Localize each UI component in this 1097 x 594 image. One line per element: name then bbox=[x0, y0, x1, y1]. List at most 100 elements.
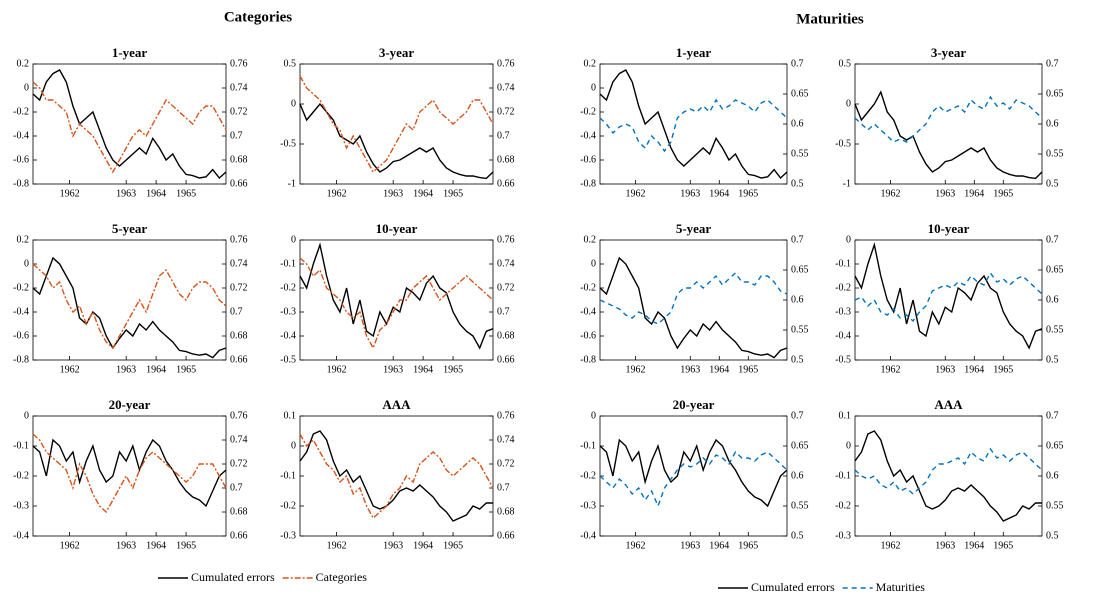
y2-tick-label: 0.7 bbox=[230, 130, 243, 141]
y-tick-label: -1 bbox=[843, 178, 851, 189]
plot-frame bbox=[299, 415, 494, 537]
y2-tick-label: 0.6 bbox=[1046, 294, 1059, 305]
x-tick-label: 1963 bbox=[935, 188, 955, 199]
x-tick-label: 1962 bbox=[60, 188, 80, 199]
y-tick-label: -0.2 bbox=[280, 282, 296, 293]
y2-tick-label: 0.5 bbox=[1046, 354, 1059, 365]
plot-frame bbox=[854, 415, 1043, 537]
legend-label: Maturities bbox=[876, 580, 926, 594]
series-line bbox=[854, 95, 1043, 143]
y-tick-label: -0.6 bbox=[580, 154, 596, 165]
x-tick-label: 1962 bbox=[880, 364, 900, 375]
y2-tick-label: 0.72 bbox=[497, 106, 515, 117]
y2-tick-label: 0.68 bbox=[497, 154, 515, 165]
x-tick-label: 1965 bbox=[993, 364, 1013, 375]
y-tick-label: -0.2 bbox=[580, 282, 596, 293]
y-tick-label: -0.1 bbox=[280, 470, 296, 481]
x-tick-label: 1964 bbox=[146, 188, 166, 199]
y2-tick-label: 0.72 bbox=[230, 282, 248, 293]
x-tick-label: 1962 bbox=[625, 364, 645, 375]
y2-tick-label: 0.66 bbox=[497, 530, 515, 541]
series-line bbox=[299, 75, 494, 174]
y-tick-label: -0.4 bbox=[580, 530, 596, 541]
series-line bbox=[854, 271, 1043, 323]
x-tick-label: 1964 bbox=[964, 364, 984, 375]
y-tick-label: -0.2 bbox=[13, 470, 29, 481]
x-tick-label: 1965 bbox=[176, 540, 196, 551]
series-line bbox=[32, 438, 227, 508]
y2-tick-label: 0.66 bbox=[230, 530, 248, 541]
y-tick-label: 0.5 bbox=[284, 58, 297, 69]
y2-tick-label: 0.5 bbox=[791, 530, 804, 541]
y-tick-label: 0 bbox=[591, 82, 596, 93]
y-tick-label: 0 bbox=[24, 82, 29, 93]
y2-tick-label: 0.65 bbox=[791, 88, 809, 99]
y2-tick-label: 0.76 bbox=[230, 410, 248, 421]
y-tick-label: -0.2 bbox=[13, 282, 29, 293]
x-tick-label: 1964 bbox=[709, 364, 729, 375]
y-tick-label: 0 bbox=[291, 234, 296, 245]
series-line bbox=[599, 271, 788, 325]
x-tick-label: 1964 bbox=[964, 188, 984, 199]
x-tick-label: 1963 bbox=[935, 540, 955, 551]
y2-tick-label: 0.7 bbox=[1046, 410, 1059, 421]
y-tick-label: -0.4 bbox=[13, 530, 29, 541]
x-tick-label: 1963 bbox=[116, 540, 136, 551]
subplot-title: 1-year bbox=[112, 45, 148, 60]
series-line bbox=[32, 81, 227, 174]
x-tick-label: 1964 bbox=[413, 188, 433, 199]
x-tick-label: 1965 bbox=[443, 540, 463, 551]
y2-tick-label: 0.7 bbox=[1046, 58, 1059, 69]
group-title: Categories bbox=[224, 9, 292, 25]
y-tick-label: -0.5 bbox=[280, 138, 296, 149]
y2-tick-label: 0.5 bbox=[791, 178, 804, 189]
x-tick-label: 1965 bbox=[176, 364, 196, 375]
subplot-title: 10-year bbox=[376, 221, 418, 236]
y2-tick-label: 0.72 bbox=[497, 282, 515, 293]
x-tick-label: 1962 bbox=[327, 540, 347, 551]
y-tick-label: 0.2 bbox=[584, 58, 597, 69]
y2-tick-label: 0.66 bbox=[230, 354, 248, 365]
plot-frame bbox=[299, 239, 494, 361]
y2-tick-label: 0.74 bbox=[497, 82, 515, 93]
series-line bbox=[854, 430, 1042, 522]
plot-frame bbox=[854, 239, 1043, 361]
y-tick-label: -0.2 bbox=[835, 282, 851, 293]
y-tick-label: -0.4 bbox=[13, 306, 29, 317]
y2-tick-label: 0.5 bbox=[1046, 178, 1059, 189]
y2-tick-label: 0.72 bbox=[497, 458, 515, 469]
series-line bbox=[32, 256, 227, 359]
legend-label: Cumulated errors bbox=[191, 570, 275, 584]
y-tick-label: -0.3 bbox=[835, 306, 851, 317]
series-line bbox=[599, 98, 788, 153]
y-tick-label: 0 bbox=[591, 410, 596, 421]
y2-tick-label: 0.66 bbox=[497, 354, 515, 365]
y2-tick-label: 0.65 bbox=[1046, 440, 1064, 451]
series-line bbox=[599, 256, 788, 359]
y-tick-label: -0.4 bbox=[580, 306, 596, 317]
subplot-title: AAA bbox=[382, 397, 411, 412]
x-tick-label: 1965 bbox=[443, 364, 463, 375]
y-tick-label: -0.6 bbox=[580, 330, 596, 341]
x-tick-label: 1962 bbox=[625, 188, 645, 199]
y2-tick-label: 0.7 bbox=[1046, 234, 1059, 245]
x-tick-label: 1963 bbox=[680, 364, 700, 375]
y2-tick-label: 0.76 bbox=[497, 410, 515, 421]
x-tick-label: 1963 bbox=[383, 540, 403, 551]
y-tick-label: -0.1 bbox=[580, 440, 596, 451]
y2-tick-label: 0.5 bbox=[791, 354, 804, 365]
y-tick-label: -0.3 bbox=[280, 530, 296, 541]
y2-tick-label: 0.74 bbox=[497, 258, 515, 269]
x-tick-label: 1963 bbox=[116, 364, 136, 375]
y2-tick-label: 0.65 bbox=[791, 264, 809, 275]
x-tick-label: 1962 bbox=[327, 188, 347, 199]
y-tick-label: -0.3 bbox=[580, 500, 596, 511]
y2-tick-label: 0.76 bbox=[497, 58, 515, 69]
y-tick-label: -0.1 bbox=[835, 470, 851, 481]
subplot-title: 5-year bbox=[676, 221, 712, 236]
series-line bbox=[299, 242, 494, 350]
x-tick-label: 1964 bbox=[964, 540, 984, 551]
plot-frame bbox=[32, 63, 227, 185]
x-tick-label: 1962 bbox=[327, 364, 347, 375]
